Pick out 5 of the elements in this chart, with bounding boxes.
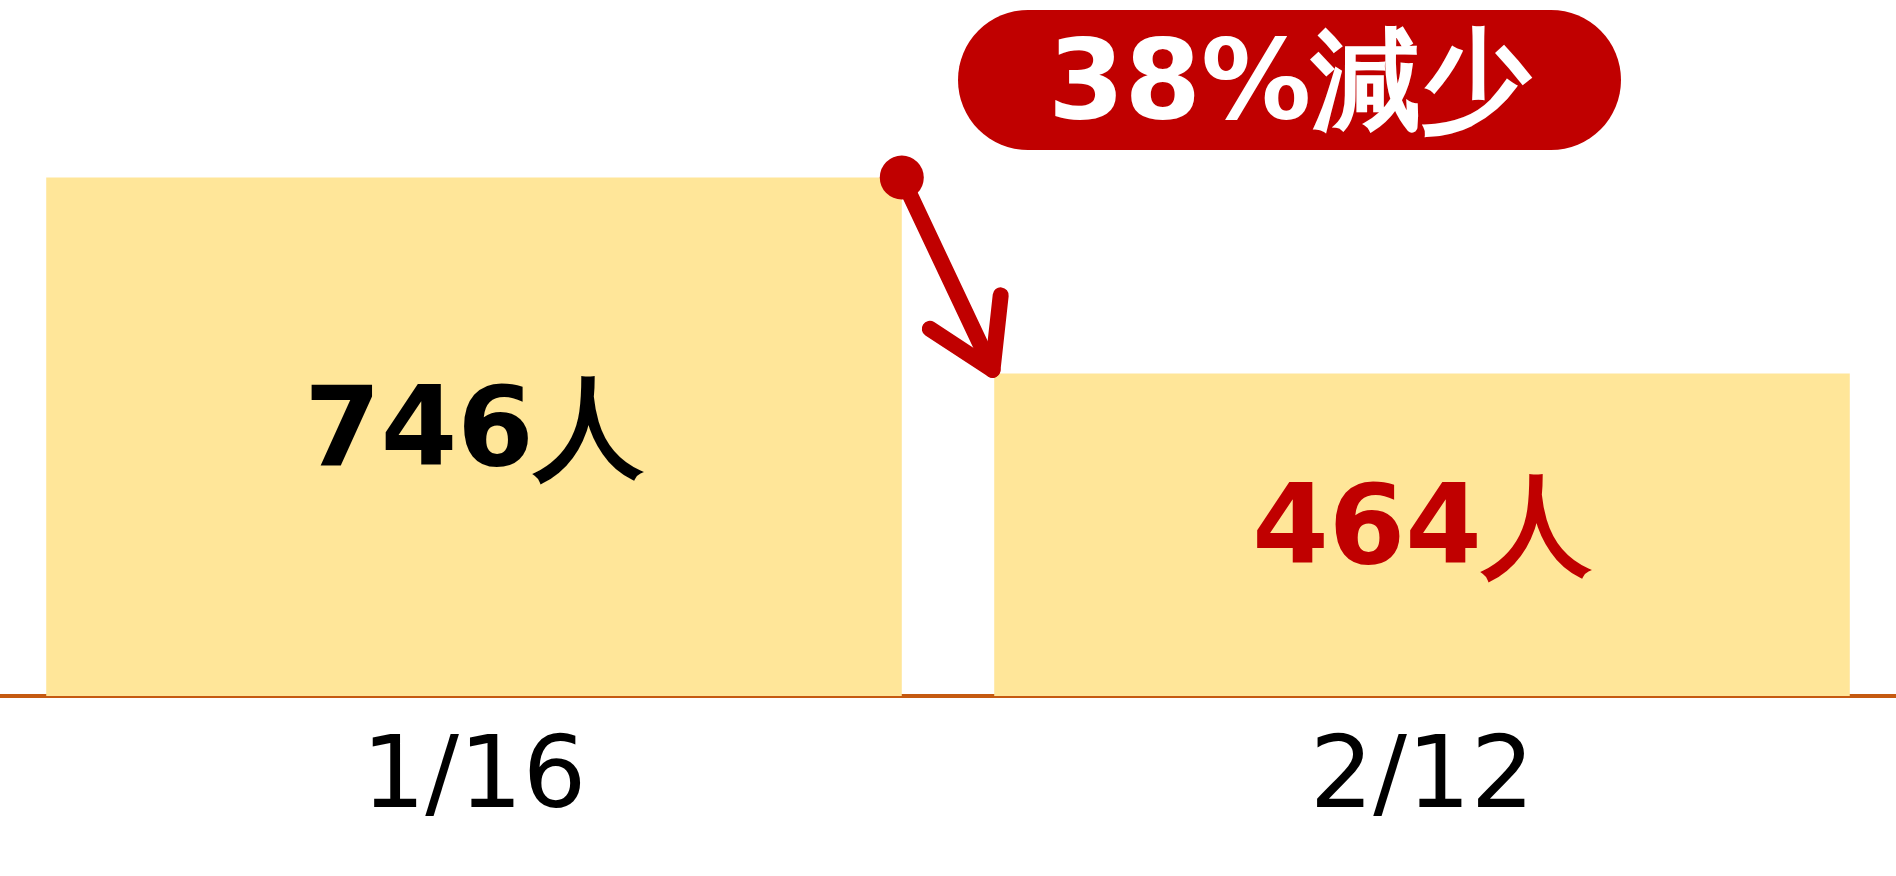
text: 38%減少 xyxy=(958,10,1622,150)
x-tick-label: 1/16 xyxy=(361,713,587,831)
data-label: 746人 xyxy=(304,363,644,492)
x-tick-label: 2/12 xyxy=(1309,713,1535,831)
data-label: 464人 xyxy=(1252,461,1592,590)
